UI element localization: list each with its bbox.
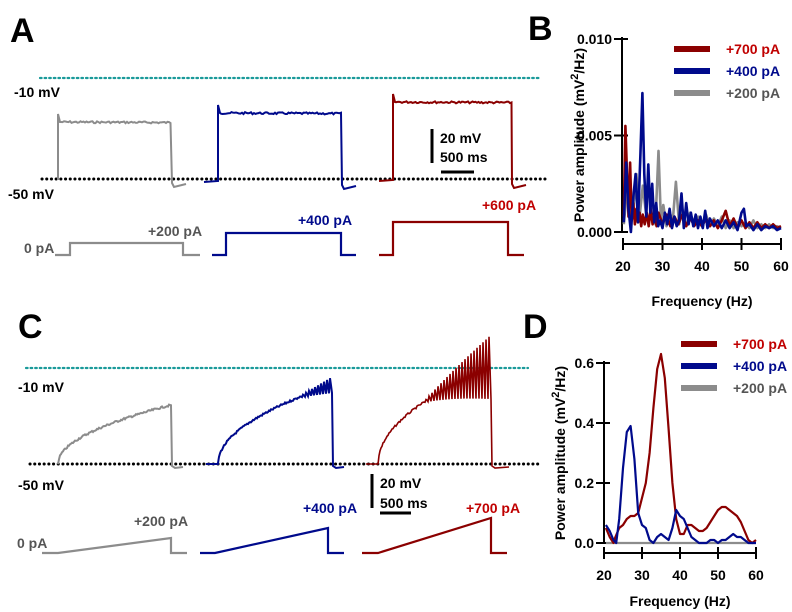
current-label-200pa: +200 pA <box>148 223 202 239</box>
series-line-400pa <box>622 91 782 234</box>
x-axis-label: Frequency (Hz) <box>651 293 752 309</box>
current-step-600pa <box>379 220 524 257</box>
current-label-0pa: 0 pA <box>24 240 54 256</box>
x-tick-label: 20 <box>615 258 631 274</box>
legend-label: +400 pA <box>726 63 780 79</box>
voltage-trace-600pa <box>378 93 527 190</box>
x-tick-label: 60 <box>773 258 789 274</box>
current-step-200pa <box>55 241 200 257</box>
y-axis-label: Power amplitude (mV2/Hz) <box>550 366 568 540</box>
scale-bar-voltage-label: 20 mV <box>440 130 482 146</box>
current-label-0pa: 0 pA <box>17 535 47 551</box>
current-label-400pa: +400 pA <box>303 500 357 516</box>
scale-bar-voltage-label: 20 mV <box>380 475 422 491</box>
scale-bar-time-label: 500 ms <box>440 149 488 165</box>
y-tick-label: 0.005 <box>577 128 612 144</box>
voltage-trace-200pa <box>57 403 184 470</box>
y-tick-label: 0.0 <box>575 535 595 551</box>
x-tick-label: 50 <box>710 567 726 583</box>
panel-letter-c: C <box>18 308 43 346</box>
legend-label: +700 pA <box>726 41 780 57</box>
current-ramp-400pa <box>200 526 344 555</box>
x-tick-label: 30 <box>634 567 650 583</box>
legend-label: +700 pA <box>733 336 787 352</box>
label-minus-10mv: -10 mV <box>14 84 61 100</box>
scale-bar-time-label: 500 ms <box>380 495 428 511</box>
panel-letter-b: B <box>528 10 553 48</box>
scale-bar: 20 mV 500 ms <box>370 474 428 515</box>
y-tick-label: 0.4 <box>575 415 595 431</box>
y-tick-label: 0.6 <box>575 355 595 371</box>
current-label-700pa: +700 pA <box>466 500 520 516</box>
voltage-trace-200pa <box>57 113 187 189</box>
legend-label: +200 pA <box>733 380 787 396</box>
current-step-400pa <box>212 231 356 257</box>
current-ramp-200pa <box>42 536 187 555</box>
panel-b-power-spectrum: B 0.000 0.005 0.010 20 30 40 50 60 Frequency (Hz… <box>528 10 789 309</box>
label-minus-10mv: -10 mV <box>18 379 65 395</box>
x-tick-label: 60 <box>748 567 764 583</box>
panel-c: C -10 mV -50 mV 20 mV 500 ms 0 pA +200 p… <box>17 308 542 555</box>
x-tick-label: 30 <box>655 258 671 274</box>
panel-d-power-spectrum: D 0.0 0.2 0.4 0.6 20 30 40 50 60 Frequency (Hz) Po… <box>523 308 787 609</box>
x-tick-label: 40 <box>672 567 688 583</box>
x-tick-label: 20 <box>596 567 612 583</box>
y-tick-label: 0.000 <box>577 224 612 240</box>
label-minus-50mv: -50 mV <box>8 186 55 202</box>
panel-a: A -10 mV -50 mV 20 mV 500 ms 0 pA +200 p… <box>8 12 550 257</box>
series-line-700pa <box>604 352 757 545</box>
x-axis-label: Frequency (Hz) <box>629 593 730 609</box>
y-tick-label: 0.2 <box>575 475 595 491</box>
scale-bar: 20 mV 500 ms <box>430 129 488 174</box>
y-tick-label: 0.010 <box>577 31 612 47</box>
current-ramp-700pa <box>362 516 507 555</box>
voltage-trace-700pa <box>366 336 510 469</box>
voltage-trace-400pa <box>203 104 357 191</box>
current-label-200pa: +200 pA <box>134 513 188 529</box>
current-label-400pa: +400 pA <box>298 212 352 228</box>
legend-label: +400 pA <box>733 358 787 374</box>
panel-letter-a: A <box>10 12 35 50</box>
x-tick-label: 40 <box>694 258 710 274</box>
y-axis-label: Power amplitude (mV2/Hz) <box>569 48 587 222</box>
label-minus-50mv: -50 mV <box>18 477 65 493</box>
legend-label: +200 pA <box>726 85 780 101</box>
series-line-400pa <box>604 424 756 545</box>
voltage-trace-400pa <box>206 378 345 470</box>
panel-letter-d: D <box>523 308 548 346</box>
current-label-600pa: +600 pA <box>482 197 536 213</box>
x-tick-label: 50 <box>734 258 750 274</box>
